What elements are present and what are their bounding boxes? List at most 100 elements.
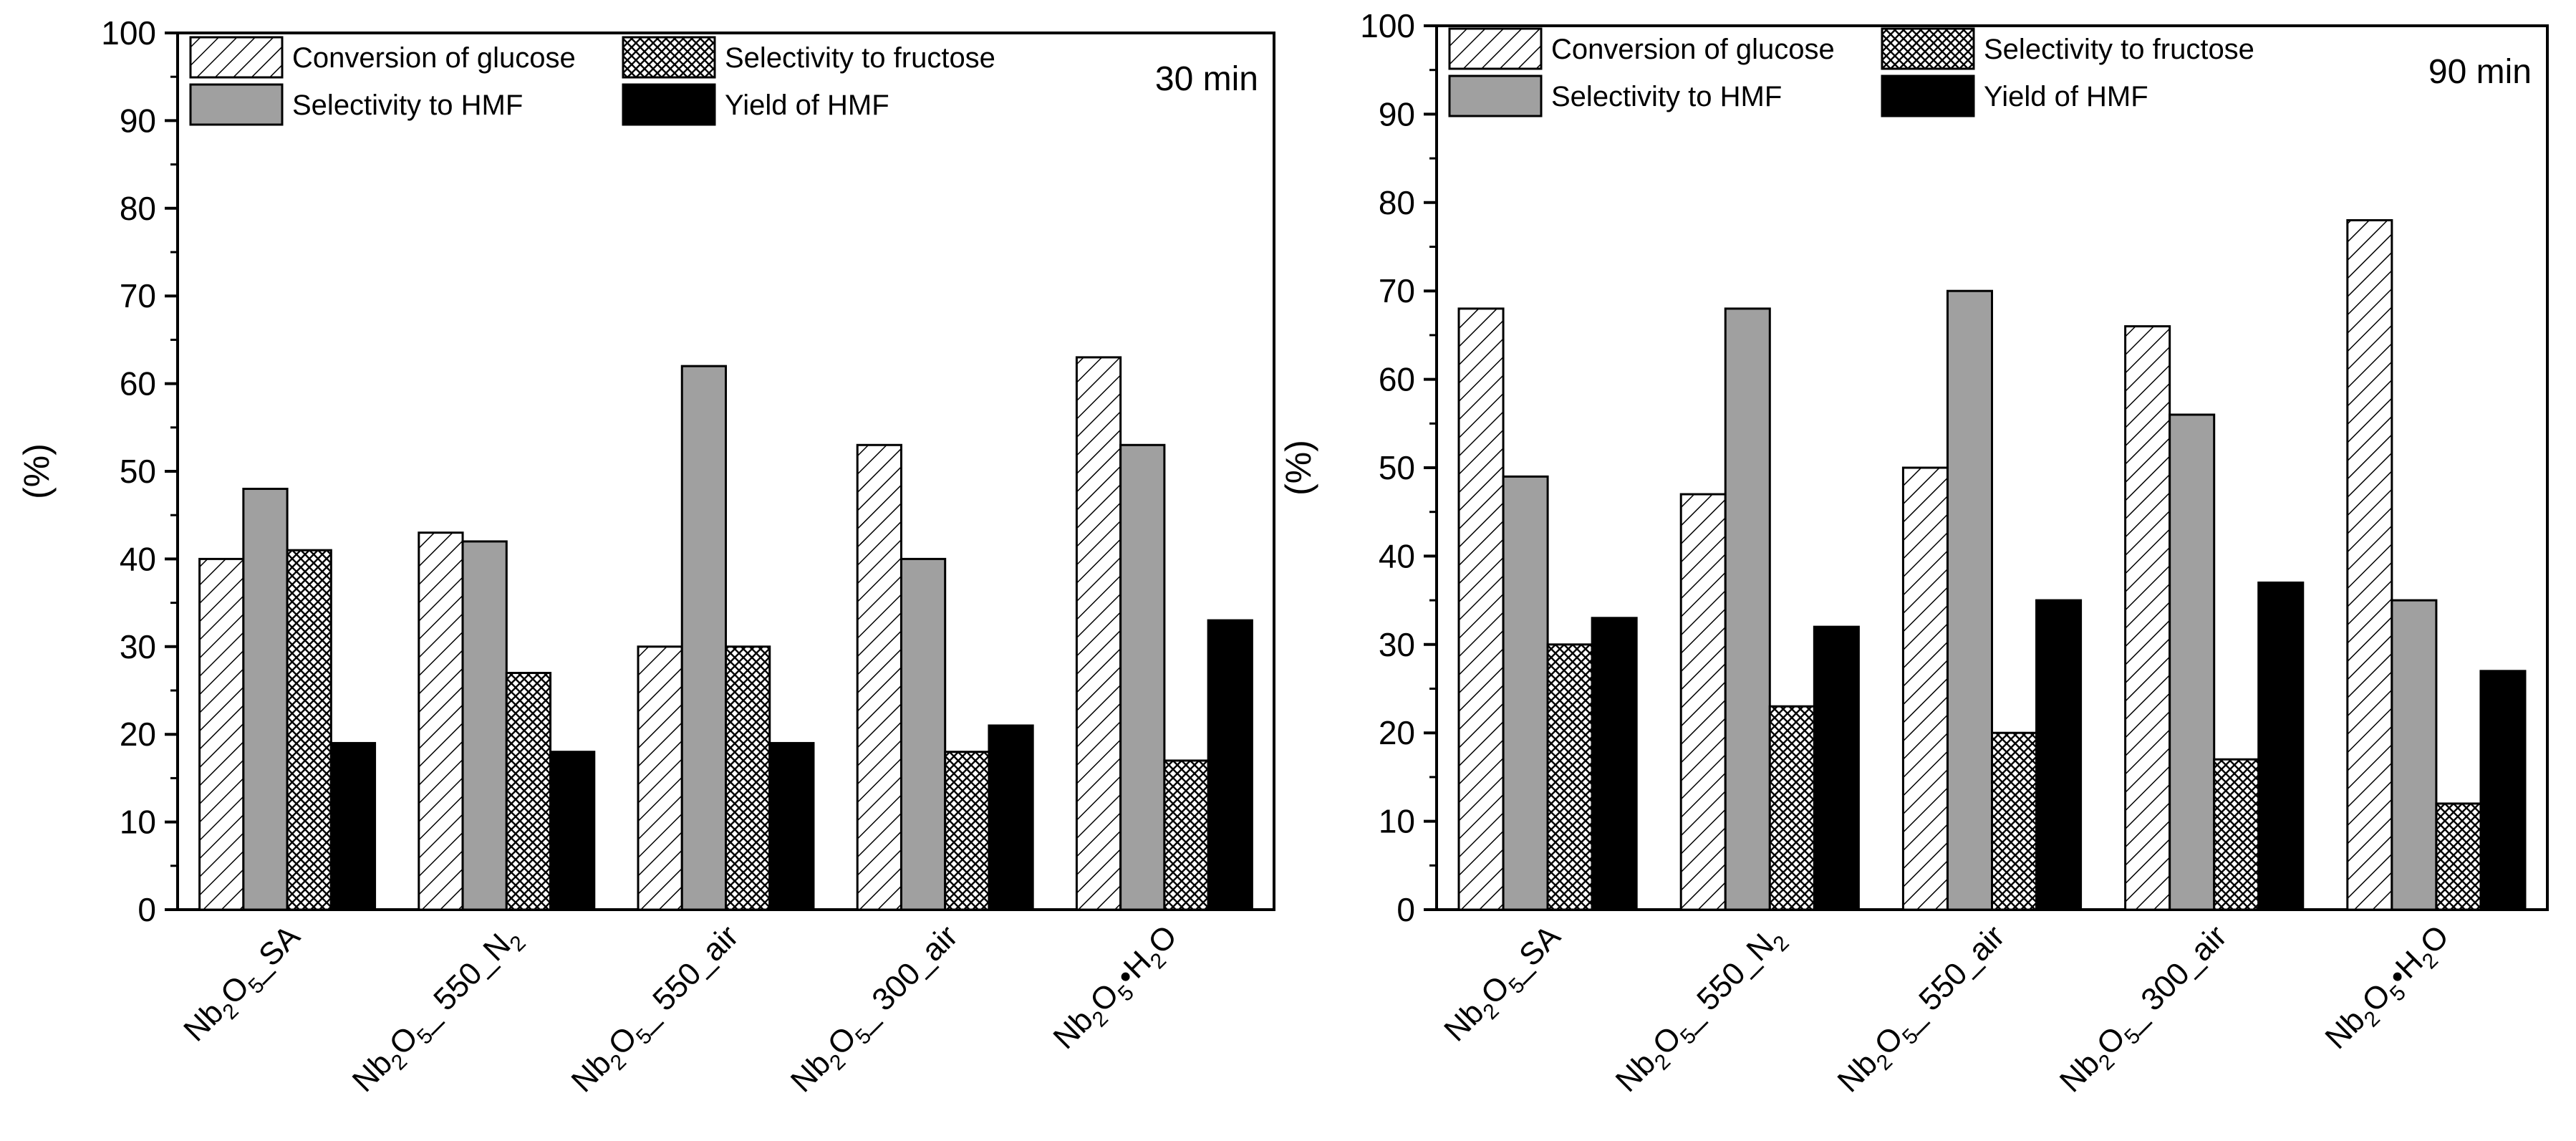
bar-yield-hmf — [2035, 599, 2083, 911]
y-tick-label: 40 — [1379, 537, 1415, 574]
y-tick-label: 90 — [120, 102, 156, 139]
x-tick-label: Nb2O5_ 550_N2 — [346, 918, 531, 1103]
legend-swatch — [1448, 74, 1543, 117]
bar-selectivity-hmf — [461, 540, 508, 911]
legend-item-selectivity-hmf: Selectivity to HMF — [1448, 74, 1782, 117]
bar-selectivity-fructose — [1768, 705, 1815, 911]
legend-swatch — [1881, 27, 1975, 70]
chart-panel-2: 0 10 20 30 40 50 60 70 80 90 100 (%) Nb2O5_SA Nb2O5_ … — [1278, 7, 2549, 1103]
x-tick-label: Nb2O5•H2O — [2318, 918, 2460, 1060]
bar-selectivity-fructose — [505, 672, 552, 911]
bar-selectivity-hmf — [680, 365, 728, 911]
legend-item-conversion-glucose: Conversion of glucose — [189, 36, 576, 79]
chart-panel-1: 0 10 20 30 40 50 60 70 80 90 100 (%) Nb2O5_SA Nb2O5_ … — [16, 14, 1275, 1103]
legend-label: Selectivity to fructose — [1984, 34, 2254, 65]
legend-label: Selectivity to HMF — [292, 90, 523, 121]
y-tick-label: 60 — [120, 365, 156, 403]
bar-selectivity-hmf — [1119, 443, 1166, 911]
y-tick-label: 50 — [1379, 449, 1415, 486]
legend-swatch — [1448, 27, 1543, 70]
bar-conversion-glucose — [1075, 356, 1122, 911]
legend-item-yield-hmf: Yield of HMF — [1881, 74, 2148, 117]
y-axis-label: (%) — [1278, 440, 1318, 496]
bar-conversion-glucose — [1901, 466, 1949, 911]
bar-selectivity-hmf — [2169, 413, 2216, 911]
y-tick-label: 10 — [1379, 803, 1415, 840]
legend-swatch — [189, 83, 284, 126]
legend-label: Selectivity to fructose — [725, 42, 995, 74]
bar-conversion-glucose — [418, 531, 464, 911]
legend-label: Conversion of glucose — [1551, 34, 1835, 65]
bar-selectivity-hmf — [1502, 475, 1549, 911]
bar-selectivity-hmf — [1724, 307, 1771, 911]
bar-yield-hmf — [2479, 670, 2527, 911]
bar-selectivity-hmf — [899, 557, 947, 911]
legend-swatch — [189, 36, 284, 79]
x-tick-label: Nb2O5_ 550_air — [565, 918, 750, 1103]
bar-conversion-glucose — [856, 443, 902, 911]
y-tick-label: 100 — [101, 14, 156, 52]
y-tick-label: 100 — [1360, 7, 1415, 44]
y-tick-label: 70 — [120, 277, 156, 314]
y-tick-label: 80 — [1379, 184, 1415, 221]
y-tick-label: 0 — [138, 891, 156, 928]
legend-swatch — [1881, 74, 1975, 117]
y-tick-label: 20 — [1379, 714, 1415, 751]
bar-conversion-glucose — [1457, 307, 1505, 911]
legend-swatch — [622, 83, 716, 126]
bar-yield-hmf — [549, 751, 596, 911]
x-tick-label: Nb2O5_ 300_air — [2053, 918, 2238, 1103]
bar-yield-hmf — [1591, 617, 1638, 911]
legend-item-conversion-glucose: Conversion of glucose — [1448, 27, 1835, 70]
legend-label: Yield of HMF — [1984, 81, 2148, 112]
x-tick-label: Nb2O5_SA — [177, 918, 312, 1053]
y-tick-label: 20 — [120, 716, 156, 753]
legend-item-yield-hmf: Yield of HMF — [622, 83, 889, 126]
x-tick-label: Nb2O5•H2O — [1046, 918, 1188, 1060]
y-tick-label: 30 — [120, 628, 156, 665]
legend-swatch — [622, 36, 716, 79]
bar-selectivity-hmf — [1946, 289, 1993, 911]
bar-selectivity-fructose — [1546, 643, 1593, 911]
y-tick-label: 0 — [1396, 891, 1415, 928]
bar-conversion-glucose — [637, 645, 683, 911]
bar-yield-hmf — [1207, 619, 1253, 911]
bar-yield-hmf — [2257, 581, 2305, 911]
bar-selectivity-fructose — [725, 645, 771, 911]
bar-yield-hmf — [988, 724, 1034, 911]
bar-selectivity-fructose — [286, 549, 332, 911]
time-annotation: 30 min — [1155, 60, 1258, 98]
bar-selectivity-fructose — [944, 751, 990, 911]
y-tick-label: 70 — [1379, 272, 1415, 309]
x-tick-label: Nb2O5_ 550_air — [1831, 918, 2016, 1103]
x-tick-label: Nb2O5_ 550_N2 — [1609, 918, 1794, 1103]
legend-item-selectivity-fructose: Selectivity to fructose — [1881, 27, 2254, 70]
bar-selectivity-fructose — [1163, 759, 1210, 911]
legend-item-selectivity-hmf: Selectivity to HMF — [189, 83, 523, 126]
bar-selectivity-fructose — [2435, 802, 2482, 911]
bar-selectivity-hmf — [2391, 599, 2438, 911]
y-tick-label: 10 — [120, 804, 156, 841]
y-tick-label: 90 — [1379, 95, 1415, 133]
legend-label: Yield of HMF — [725, 90, 889, 121]
y-tick-label: 60 — [1379, 361, 1415, 398]
legend-label: Conversion of glucose — [292, 42, 576, 74]
legend-item-selectivity-fructose: Selectivity to fructose — [622, 36, 995, 79]
bar-conversion-glucose — [2124, 325, 2171, 911]
x-tick-label: Nb2O5_ 300_air — [784, 918, 969, 1103]
y-tick-label: 50 — [120, 453, 156, 490]
bar-selectivity-hmf — [242, 487, 289, 911]
y-axis-label: (%) — [16, 443, 57, 499]
bar-conversion-glucose — [2346, 218, 2393, 911]
bar-conversion-glucose — [1679, 493, 1727, 911]
bar-conversion-glucose — [198, 557, 245, 911]
bar-yield-hmf — [768, 741, 815, 911]
time-annotation: 90 min — [2428, 53, 2532, 91]
bar-yield-hmf — [1813, 625, 1860, 911]
y-tick-label: 30 — [1379, 626, 1415, 663]
bar-yield-hmf — [329, 741, 377, 911]
bar-selectivity-fructose — [2213, 758, 2260, 911]
bar-selectivity-fructose — [1991, 731, 2038, 911]
